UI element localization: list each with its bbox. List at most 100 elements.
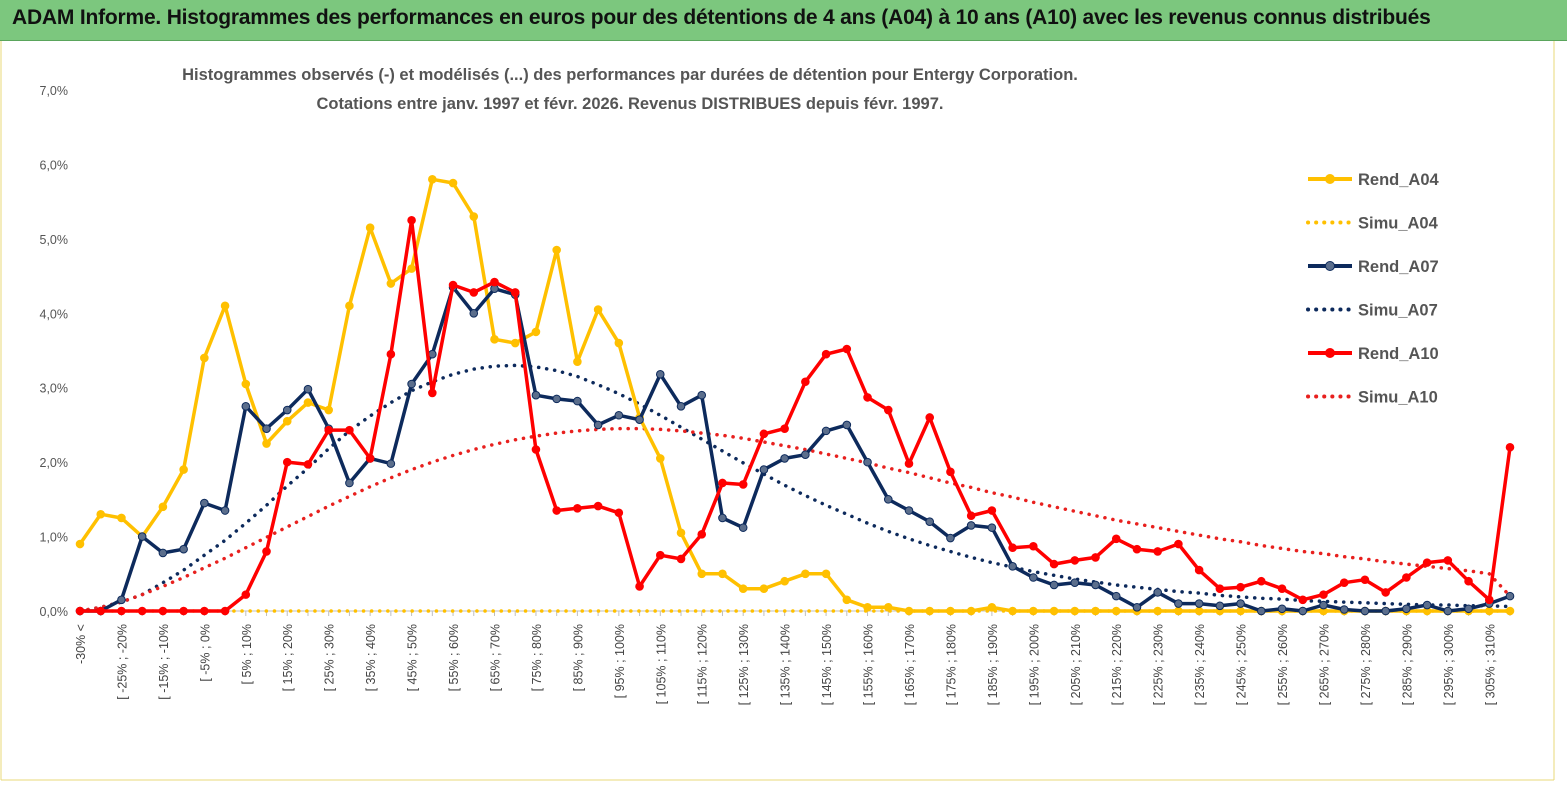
x-tick-label: [ 75% ; 80% [530,624,544,691]
x-tick-label: [ 105% ; 110% [654,624,668,704]
data-point-rend-a04 [759,584,769,593]
data-point-rend-a07 [883,495,893,504]
data-point-rend-a04 [946,606,955,616]
data-point-rend-a10 [863,393,872,402]
data-point-rend-a10 [1484,595,1494,605]
data-point-rend-a07 [345,478,354,488]
x-axis: -30% < [ -25% ; -20% [ -15% ; -10% [ -5% ; … [74,610,1511,705]
y-tick-label: 0,0% [40,605,69,619]
data-point-rend-a04 [573,357,582,366]
data-point-rend-a04 [282,416,292,426]
data-point-rend-a10 [1215,584,1225,593]
legend-marker [1325,174,1335,184]
x-tick-label: [ 25% ; 30% [323,624,337,691]
data-point-rend-a07 [1215,601,1225,611]
data-point-rend-a04 [448,178,458,188]
data-point-rend-a07 [1091,580,1100,590]
data-point-rend-a10 [262,547,271,556]
data-point-rend-a07 [1257,606,1266,616]
data-point-rend-a04 [158,502,168,512]
data-point-rend-a10 [490,277,499,287]
x-tick-label: [ 55% ; 60% [447,624,461,691]
data-point-rend-a07 [925,517,935,526]
data-point-rend-a07 [1277,604,1287,614]
data-point-rend-a10 [1381,588,1390,597]
x-tick-label: [ 195% ; 200% [1027,624,1041,705]
data-point-rend-a10 [303,460,313,469]
data-point-rend-a10 [365,454,375,463]
data-point-rend-a04 [75,539,85,549]
x-tick-label: [ -5% ; 0% [198,624,212,682]
legend-label: Rend_A04 [1358,171,1440,189]
x-tick-label: [ 5% ; 10% [240,624,254,684]
data-point-rend-a04 [200,353,209,363]
data-point-rend-a07 [593,420,603,430]
x-tick-label: [ 215% ; 220% [1110,624,1124,705]
data-point-rend-a07 [759,465,769,474]
x-tick-label: [ 95% ; 100% [613,624,627,698]
data-point-rend-a07 [1194,599,1204,608]
data-point-rend-a04 [179,465,188,474]
y-tick-label: 4,0% [40,307,69,321]
data-point-rend-a07 [738,523,748,532]
data-point-rend-a04 [863,602,872,612]
data-point-rend-a07 [220,506,230,515]
data-point-rend-a07 [179,544,188,554]
y-tick-label: 3,0% [40,382,69,396]
data-point-rend-a04 [241,379,251,389]
data-point-rend-a04 [780,576,789,586]
data-point-rend-a04 [407,264,416,273]
data-point-rend-a07 [780,454,789,463]
data-point-rend-a07 [1049,580,1059,590]
data-point-rend-a07 [1464,604,1473,614]
data-point-rend-a04 [801,569,810,579]
legend: Rend_A04 Simu_A04 Rend_A07 Simu_A07 Rend_A10… [1306,171,1440,407]
data-point-rend-a04 [842,595,852,605]
data-point-rend-a07 [1008,562,1017,571]
legend-label: Rend_A10 [1358,345,1439,363]
y-tick-label: 7,0% [40,84,69,98]
data-point-rend-a10 [117,606,126,616]
data-point-rend-a04 [904,606,914,616]
data-point-rend-a07 [1505,591,1515,601]
data-point-rend-a07 [1132,602,1142,612]
data-point-rend-a04 [676,528,686,538]
data-point-rend-a04 [345,301,354,311]
data-point-rend-a10 [1194,565,1204,575]
data-point-rend-a10 [448,280,458,290]
data-point-rend-a10 [386,349,396,359]
data-point-rend-a07 [1443,606,1453,616]
data-point-rend-a07 [1029,573,1038,582]
data-point-rend-a10 [179,606,188,616]
data-point-rend-a10 [759,429,769,439]
series-line-rend-a07 [80,285,1511,613]
data-point-rend-a07 [1153,588,1162,597]
data-point-rend-a10 [1257,576,1266,586]
data-point-rend-a07 [1360,606,1370,616]
data-point-rend-a04 [697,569,707,579]
data-point-rend-a04 [365,223,375,232]
data-point-rend-a04 [1070,606,1080,616]
data-point-rend-a10 [635,582,644,591]
data-point-rend-a10 [718,478,727,488]
x-tick-label: [ 145% ; 150% [820,624,834,705]
data-point-rend-a07 [303,384,313,394]
legend-label: Simu_A04 [1358,215,1439,233]
data-point-rend-a10 [842,344,852,354]
data-point-rend-a10 [904,459,914,468]
x-tick-label: [ 115% ; 120% [696,624,710,704]
data-point-rend-a04 [1008,606,1017,616]
data-point-rend-a07 [842,420,852,430]
data-point-rend-a10 [987,506,997,515]
data-point-rend-a10 [946,467,955,477]
data-point-rend-a04 [1505,606,1515,616]
data-point-rend-a07 [635,415,644,425]
x-tick-label: [ 15% ; 20% [281,624,295,691]
data-point-rend-a10 [282,457,292,467]
y-tick-label: 5,0% [40,233,69,247]
series-layer [75,175,1515,616]
x-tick-label: [ 235% ; 240% [1193,624,1207,705]
report-title: ADAM Informe. Histogrammes des performan… [12,6,1431,29]
data-point-rend-a10 [531,445,541,454]
x-tick-label: -30% < [74,624,88,664]
